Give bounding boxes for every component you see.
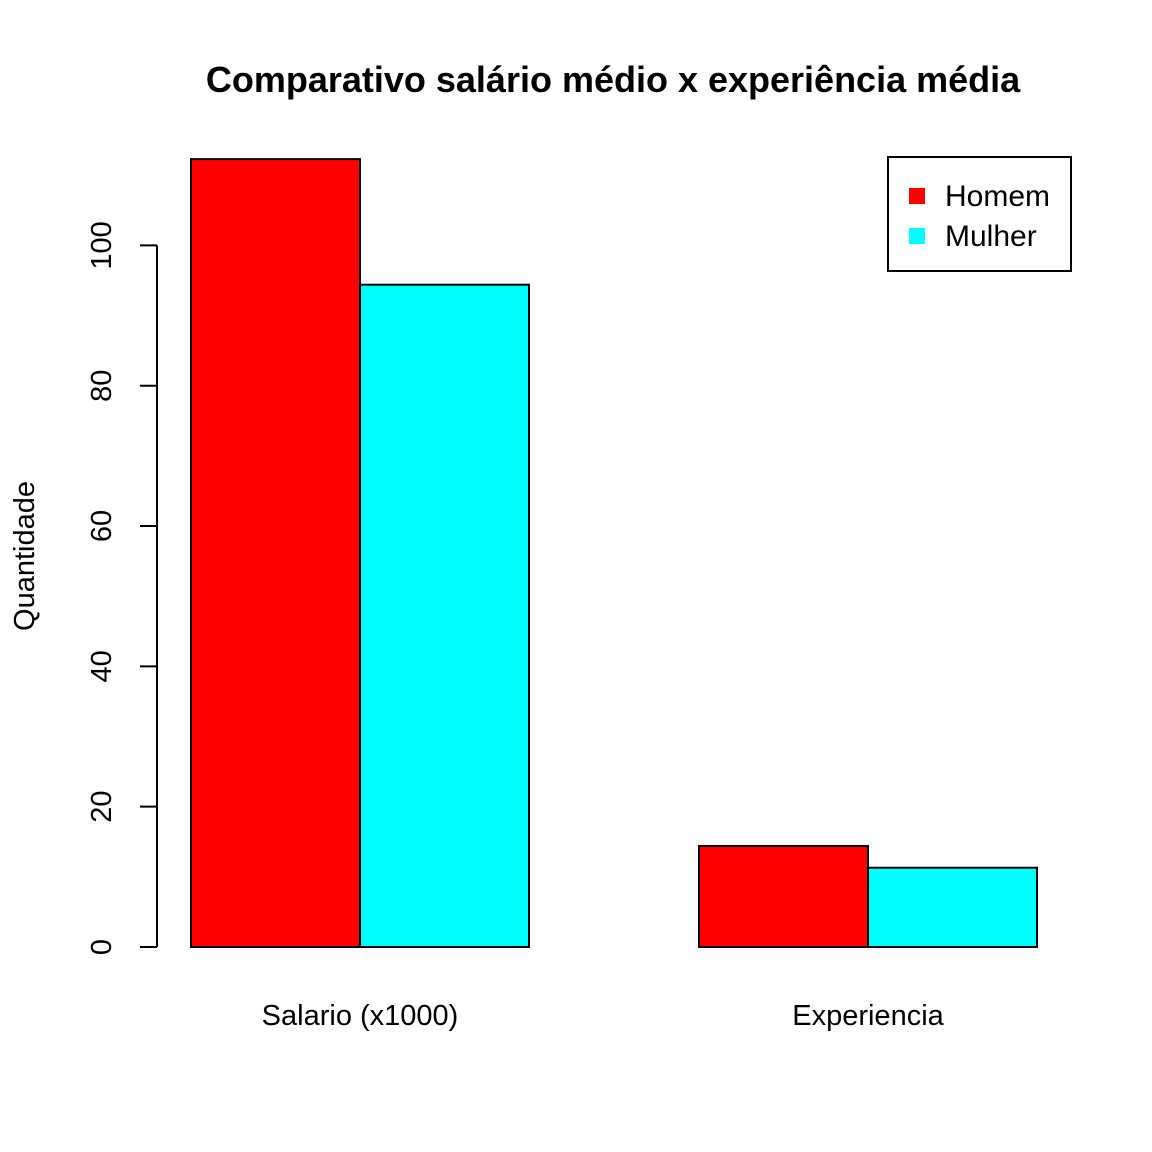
- bars: [190, 158, 1038, 949]
- legend-swatch: [909, 228, 925, 244]
- y-axis: 0 20 40 60 80 100: [86, 221, 158, 955]
- y-axis-label: Quantidade: [9, 481, 41, 631]
- y-tick-label: 20: [86, 791, 118, 823]
- chart-title: Comparativo salário médio x experiência …: [206, 59, 1021, 100]
- y-tick-label: 100: [86, 221, 118, 269]
- legend-box: [887, 156, 1072, 272]
- y-tick-label: 0: [86, 939, 118, 955]
- y-tick-label: 40: [86, 650, 118, 682]
- legend: Homem Mulher: [887, 156, 1072, 272]
- legend-label: Mulher: [945, 220, 1037, 253]
- legend-swatch: [909, 188, 925, 204]
- bar: [190, 158, 361, 948]
- x-category-label: Salario (x1000): [262, 1000, 459, 1032]
- x-category-label: Experiencia: [792, 1000, 944, 1032]
- y-tick-label: 80: [86, 370, 118, 402]
- bar: [698, 844, 869, 949]
- category-labels: Salario (x1000) Experiencia: [262, 1000, 945, 1032]
- y-tick-label: 60: [86, 510, 118, 542]
- legend-label: Homem: [945, 180, 1050, 213]
- bar: [359, 283, 530, 949]
- bar: [867, 866, 1038, 948]
